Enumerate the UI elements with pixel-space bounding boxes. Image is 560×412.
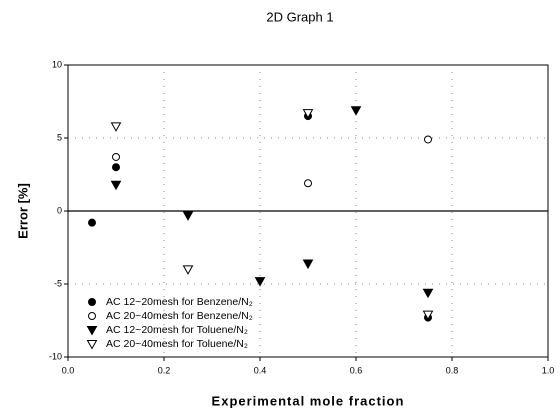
data-point	[88, 218, 96, 227]
x-tick-label: 0.4	[254, 365, 267, 375]
x-tick-label: 0.8	[446, 365, 459, 375]
data-point	[110, 180, 122, 191]
legend-label: AC 12~20mesh for Benzene/N₂	[106, 296, 253, 308]
data-point	[424, 135, 432, 144]
y-tick-label: 5	[57, 132, 62, 142]
y-axis-label: Error [%]	[15, 183, 30, 239]
y-tick-label: 0	[57, 205, 62, 215]
y-tick-label: -10	[49, 351, 62, 361]
data-point	[112, 152, 120, 161]
legend-marker	[86, 326, 98, 336]
x-tick-label: 0.6	[350, 365, 363, 375]
data-point	[254, 277, 266, 287]
data-point	[304, 179, 312, 188]
y-tick-label: 10	[52, 59, 62, 69]
legend-label: AC 20~40mesh for Toluene/N₂	[106, 338, 248, 350]
y-tick-label: -5	[54, 278, 62, 288]
data-point	[302, 109, 314, 119]
data-point	[112, 163, 120, 172]
data-point	[182, 265, 194, 275]
legend-marker	[88, 298, 96, 306]
legend-label: AC 20~40mesh for Benzene/N₂	[106, 310, 253, 322]
chart-title: 2D Graph 1	[266, 9, 333, 24]
legend-marker	[88, 312, 96, 320]
x-tick-label: 0.2	[158, 365, 171, 375]
data-point	[302, 259, 314, 270]
data-point	[182, 211, 194, 221]
data-point	[422, 288, 434, 299]
data-point	[350, 106, 362, 116]
legend-marker	[86, 340, 98, 350]
data-point	[422, 310, 434, 321]
x-tick-label: 1.0	[542, 365, 555, 375]
x-axis-label: Experimental mole fraction	[212, 393, 405, 408]
legend-label: AC 12~20mesh for Toluene/N₂	[106, 324, 248, 336]
data-point	[110, 122, 122, 132]
x-tick-label: 0.0	[62, 365, 75, 375]
